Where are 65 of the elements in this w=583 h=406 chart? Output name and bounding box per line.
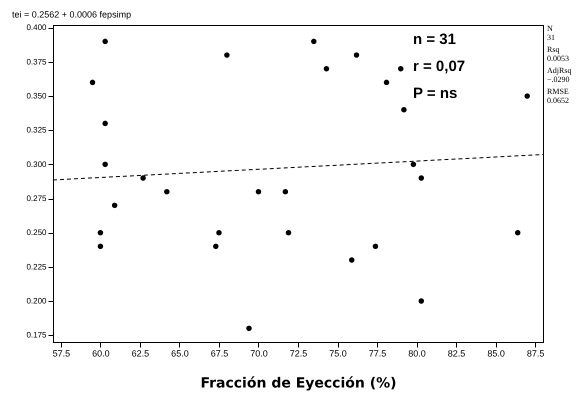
x-tick-label: 72.5 xyxy=(290,348,308,358)
x-axis-title: Fracción de Eyección (%) xyxy=(200,376,397,392)
point xyxy=(98,244,104,250)
y-tick-label: 0.250 xyxy=(26,228,48,238)
point xyxy=(349,257,354,263)
point xyxy=(324,66,330,72)
point xyxy=(98,230,104,236)
text: Rsq xyxy=(547,45,560,54)
point xyxy=(140,175,146,181)
x-tick-label: 65.0 xyxy=(171,348,189,358)
y-tick-label: 0.300 xyxy=(26,160,48,169)
y-tick-label: 0.225 xyxy=(26,262,48,272)
point xyxy=(256,188,262,194)
text: 31 xyxy=(547,33,555,42)
text: N xyxy=(547,24,553,33)
point xyxy=(384,80,390,86)
point xyxy=(282,188,288,194)
point xyxy=(418,175,424,181)
text: 0.0652 xyxy=(547,96,569,105)
text: RMSE xyxy=(547,87,569,96)
text: −.0290 xyxy=(547,75,570,84)
y-tick-label: 0.175 xyxy=(26,330,48,340)
point xyxy=(514,230,520,236)
point xyxy=(286,230,292,236)
annotation: r = 0,07 xyxy=(413,58,466,75)
point xyxy=(311,38,317,44)
point xyxy=(102,162,108,168)
x-tick-label: 75.0 xyxy=(329,348,347,358)
point xyxy=(418,298,424,304)
x-tick-label: 87.5 xyxy=(526,348,544,358)
chart-title: tei = 0.2562 + 0.0006 fepsimp xyxy=(12,10,132,20)
point xyxy=(401,106,407,112)
point xyxy=(102,120,108,126)
point xyxy=(216,230,222,236)
x-tick-label: 70.0 xyxy=(250,348,268,358)
y-tick-label: 0.275 xyxy=(26,194,48,204)
point xyxy=(354,52,360,58)
x-tick-label: 82.5 xyxy=(448,348,466,358)
text: AdjRsq xyxy=(547,66,572,75)
point xyxy=(398,66,404,72)
point xyxy=(213,244,219,250)
y-tick-label: 0.200 xyxy=(26,296,48,306)
point xyxy=(164,188,170,194)
point xyxy=(112,202,118,208)
x-tick-label: 67.5 xyxy=(210,348,228,358)
annotation: P = ns xyxy=(413,85,458,102)
x-tick-label: 62.5 xyxy=(132,348,150,358)
text: 0.0053 xyxy=(547,54,569,63)
x-tick-label: 57.5 xyxy=(52,348,70,358)
point xyxy=(372,244,378,250)
point xyxy=(224,52,230,58)
point xyxy=(246,326,252,332)
y-tick-label: 0.325 xyxy=(26,126,48,135)
x-tick-label: 80.0 xyxy=(408,348,426,358)
point xyxy=(102,38,108,44)
x-tick-label: 85.0 xyxy=(487,348,505,358)
point xyxy=(90,80,96,86)
y-tick-label: 0.400 xyxy=(26,23,48,32)
point xyxy=(410,162,416,168)
y-tick-label: 0.375 xyxy=(26,57,48,66)
x-tick-label: 60.0 xyxy=(92,348,110,358)
x-tick-label: 77.5 xyxy=(368,348,386,358)
y-tick-label: 0.350 xyxy=(26,92,48,101)
point xyxy=(524,93,530,99)
annotation: n = 31 xyxy=(413,31,456,48)
